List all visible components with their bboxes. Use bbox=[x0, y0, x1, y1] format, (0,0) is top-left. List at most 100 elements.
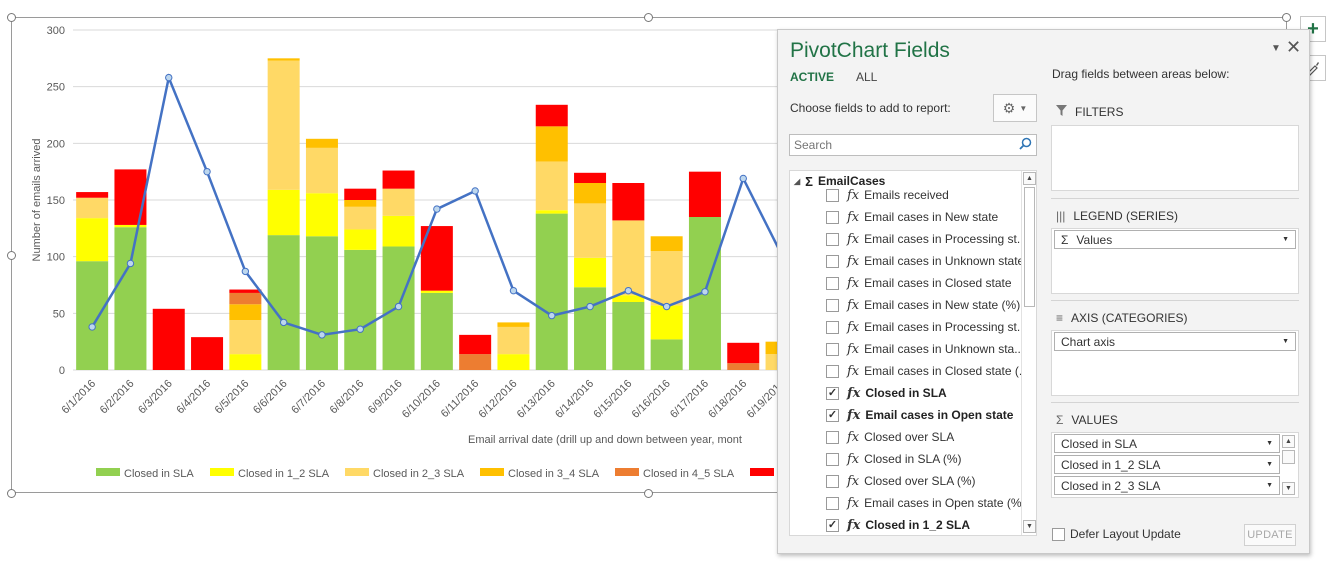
field-settings-button[interactable]: ⚙ ▼ bbox=[993, 94, 1037, 122]
resize-handle-top-left[interactable] bbox=[7, 13, 16, 22]
scroll-up-icon[interactable]: ▲ bbox=[1023, 172, 1036, 185]
values-scrollbar[interactable]: ▲ ▼ bbox=[1281, 433, 1297, 497]
tab-active[interactable]: ACTIVE bbox=[790, 70, 835, 84]
field-checkbox[interactable] bbox=[826, 188, 839, 202]
scroll-thumb[interactable] bbox=[1024, 187, 1035, 307]
bar-segment bbox=[612, 302, 645, 370]
field-checkbox[interactable]: ✓ bbox=[826, 386, 839, 400]
pane-options-chevron-icon[interactable]: ▼ bbox=[1271, 43, 1281, 54]
scroll-up-icon[interactable]: ▲ bbox=[1282, 435, 1295, 448]
field-checkbox[interactable] bbox=[826, 320, 839, 334]
field-item[interactable]: fx Email cases in Open state (%) bbox=[826, 492, 1026, 514]
resize-handle-top-middle[interactable] bbox=[644, 13, 653, 22]
search-input[interactable] bbox=[789, 134, 1037, 156]
chevron-down-icon[interactable]: ▼ bbox=[1266, 440, 1273, 447]
field-item[interactable]: fx Email cases in Processing st... bbox=[826, 316, 1027, 338]
field-item[interactable]: fx Email cases in Closed state (... bbox=[826, 360, 1029, 382]
field-checkbox[interactable] bbox=[826, 298, 839, 312]
bar-segment bbox=[497, 322, 530, 327]
field-label: Email cases in Processing st... bbox=[864, 232, 1027, 246]
field-item[interactable]: fx Email cases in New state bbox=[826, 206, 998, 228]
line-point bbox=[241, 267, 250, 276]
field-item[interactable]: ✓ fx Email cases in Open state bbox=[826, 404, 1013, 426]
x-tick-label: 6/11/2016 bbox=[439, 378, 482, 421]
field-checkbox[interactable] bbox=[826, 276, 839, 290]
bar-segment bbox=[612, 295, 645, 302]
axis-chart-axis-field[interactable]: Chart axis ▼ bbox=[1054, 332, 1296, 351]
field-item[interactable]: fx Email cases in Processing st... bbox=[826, 228, 1027, 250]
field-checkbox[interactable] bbox=[826, 430, 839, 444]
bar-segment bbox=[76, 192, 109, 198]
bar-segment bbox=[114, 169, 147, 225]
close-icon[interactable]: ✕ bbox=[1286, 37, 1302, 57]
resize-handle-middle-left[interactable] bbox=[7, 251, 16, 260]
fx-icon: fx bbox=[847, 495, 860, 511]
chevron-down-icon[interactable]: ▼ bbox=[1266, 482, 1273, 489]
chevron-down-icon[interactable]: ▼ bbox=[1266, 461, 1273, 468]
field-item[interactable]: fx Closed over SLA (%) bbox=[826, 470, 976, 492]
field-item[interactable]: fx Closed in SLA (%) bbox=[826, 448, 962, 470]
axis-drop-area[interactable]: Chart axis ▼ bbox=[1051, 330, 1299, 396]
tab-all[interactable]: ALL bbox=[856, 70, 878, 84]
bar-segment bbox=[229, 304, 262, 321]
line-point bbox=[701, 288, 709, 296]
field-checkbox[interactable] bbox=[826, 496, 839, 510]
search-icon[interactable] bbox=[1019, 137, 1032, 153]
field-item[interactable]: ✓ fx Closed in SLA bbox=[826, 382, 947, 404]
bar-segment bbox=[305, 147, 338, 194]
field-item[interactable]: fx Email cases in New state (%) bbox=[826, 294, 1020, 316]
line-point bbox=[356, 325, 364, 333]
legend-values-field[interactable]: Σ Values ▼ bbox=[1054, 230, 1296, 249]
resize-handle-bottom-left[interactable] bbox=[7, 489, 16, 498]
axis-area-heading: ≡ AXIS (CATEGORIES) bbox=[1056, 311, 1187, 325]
field-list-scrollbar[interactable]: ▲ ▼ bbox=[1021, 171, 1036, 535]
field-item[interactable]: fx Emails received bbox=[826, 184, 949, 206]
resize-handle-bottom-middle[interactable] bbox=[644, 489, 653, 498]
bar-segment bbox=[650, 339, 683, 370]
field-group-emailcases[interactable]: ◢ Σ EmailCases bbox=[794, 172, 885, 190]
field-item[interactable]: fx Email cases in Unknown sta... bbox=[826, 338, 1024, 360]
field-checkbox[interactable] bbox=[826, 342, 839, 356]
bar-segment bbox=[535, 126, 568, 162]
field-checkbox[interactable]: ✓ bbox=[826, 518, 839, 532]
field-item[interactable]: fx Closed over SLA bbox=[826, 426, 954, 448]
line-point bbox=[586, 302, 594, 311]
field-item[interactable]: fx Email cases in Closed state bbox=[826, 272, 1012, 294]
update-button[interactable]: UPDATE bbox=[1244, 524, 1296, 546]
y-axis-title: Number of emails arrived bbox=[31, 139, 43, 262]
chevron-down-icon[interactable]: ▼ bbox=[1282, 236, 1289, 243]
axis-field-label: Chart axis bbox=[1061, 334, 1116, 349]
field-checkbox[interactable] bbox=[826, 474, 839, 488]
sigma-icon: Σ bbox=[1056, 413, 1064, 427]
values-drop-area[interactable]: Closed in SLA ▼ Closed in 1_2 SLA ▼ Closed i… bbox=[1051, 432, 1299, 498]
values-field-item[interactable]: Closed in SLA ▼ bbox=[1054, 434, 1280, 453]
fx-icon: fx bbox=[847, 231, 860, 247]
line-point bbox=[203, 167, 211, 176]
field-checkbox[interactable] bbox=[826, 232, 839, 246]
field-checkbox[interactable] bbox=[826, 210, 839, 224]
legend-drop-area[interactable]: Σ Values ▼ bbox=[1051, 228, 1299, 294]
bar-segment bbox=[497, 326, 530, 355]
collapse-triangle-icon[interactable]: ◢ bbox=[794, 176, 801, 186]
field-checkbox[interactable]: ✓ bbox=[826, 408, 839, 422]
field-item[interactable]: fx Email cases in Unknown state bbox=[826, 250, 1024, 272]
chevron-down-icon[interactable]: ▼ bbox=[1282, 338, 1289, 345]
defer-layout-checkbox[interactable] bbox=[1052, 528, 1065, 541]
field-checkbox[interactable] bbox=[826, 254, 839, 268]
resize-handle-top-right[interactable] bbox=[1282, 13, 1291, 22]
line-point bbox=[88, 323, 96, 331]
scroll-down-icon[interactable]: ▼ bbox=[1023, 520, 1036, 533]
bar-segment bbox=[612, 183, 645, 221]
field-label: Email cases in Unknown sta... bbox=[864, 342, 1025, 356]
scroll-thumb[interactable] bbox=[1282, 450, 1295, 464]
axis-categories-label: AXIS (CATEGORIES) bbox=[1071, 311, 1188, 325]
field-checkbox[interactable] bbox=[826, 364, 839, 378]
field-item[interactable]: ✓ fx Closed in 1_2 SLA bbox=[826, 514, 970, 535]
values-field-item[interactable]: Closed in 1_2 SLA ▼ bbox=[1054, 455, 1280, 474]
scroll-down-icon[interactable]: ▼ bbox=[1282, 482, 1295, 495]
bar-segment bbox=[229, 320, 262, 355]
values-field-item[interactable]: Closed in 2_3 SLA ▼ bbox=[1054, 476, 1280, 495]
filters-drop-area[interactable] bbox=[1051, 125, 1299, 191]
bar-segment bbox=[420, 292, 453, 370]
field-checkbox[interactable] bbox=[826, 452, 839, 466]
